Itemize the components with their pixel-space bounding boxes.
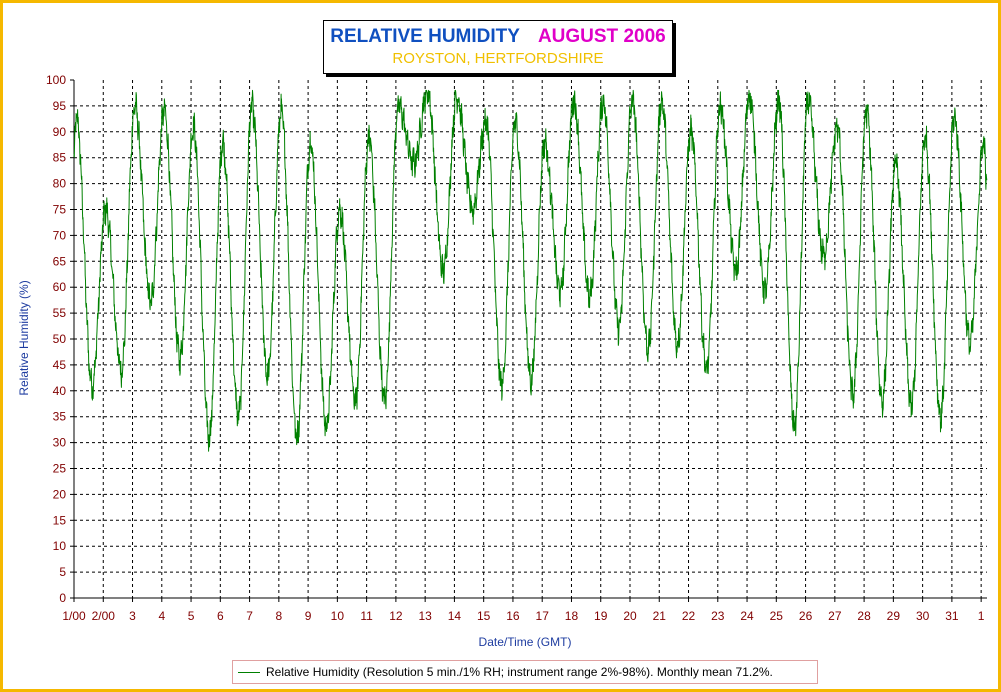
x-tick-label: 27 — [828, 609, 842, 623]
y-tick-label: 50 — [53, 332, 67, 346]
x-tick-label: 12 — [389, 609, 403, 623]
humidity-series-line — [73, 89, 988, 452]
x-tick-label: 1 — [978, 609, 985, 623]
x-tick-label: 2/00 — [92, 609, 116, 623]
y-tick-label: 25 — [53, 462, 67, 476]
chart-title-period: AUGUST 2006 — [537, 26, 666, 47]
x-tick-label: 8 — [275, 609, 282, 623]
x-tick-label: 11 — [360, 609, 373, 623]
x-tick-label: 4 — [158, 609, 165, 623]
y-axis-label: Relative Humidity (%) — [17, 280, 31, 395]
legend-swatch — [238, 671, 260, 673]
x-tick-label: 21 — [653, 609, 667, 623]
x-tick-label: 1/00 — [62, 609, 86, 623]
y-tick-label: 35 — [53, 410, 67, 424]
chart-title-box: RELATIVE HUMIDITY AUGUST 2006 ROYSTON, HE… — [323, 20, 673, 74]
y-tick-label: 0 — [59, 591, 66, 605]
y-tick-label: 90 — [53, 125, 67, 139]
y-tick-label: 80 — [53, 177, 67, 191]
y-tick-label: 75 — [53, 203, 67, 217]
x-tick-label: 13 — [418, 609, 432, 623]
x-tick-label: 30 — [916, 609, 930, 623]
y-tick-label: 100 — [46, 73, 66, 87]
x-tick-label: 26 — [799, 609, 813, 623]
x-tick-label: 24 — [740, 609, 754, 623]
y-tick-label: 20 — [53, 487, 67, 501]
x-tick-label: 9 — [305, 609, 312, 623]
x-tick-label: 15 — [477, 609, 491, 623]
y-tick-label: 60 — [53, 280, 67, 294]
x-tick-label: 19 — [594, 609, 608, 623]
legend: Relative Humidity (Resolution 5 min./1% … — [232, 660, 818, 684]
chart-subtitle: ROYSTON, HERTFORDSHIRE — [392, 50, 604, 67]
y-tick-label: 30 — [53, 436, 67, 450]
x-tick-label: 6 — [217, 609, 224, 623]
x-tick-label: 14 — [448, 609, 462, 623]
grid — [74, 80, 987, 598]
x-tick-label: 31 — [945, 609, 959, 623]
x-axis-label: Date/Time (GMT) — [479, 635, 572, 649]
x-tick-label: 7 — [246, 609, 253, 623]
y-tick-label: 70 — [53, 228, 67, 242]
x-tick-label: 10 — [331, 609, 345, 623]
y-tick-label: 65 — [53, 254, 67, 268]
y-tick-label: 95 — [53, 99, 67, 113]
legend-label: Relative Humidity (Resolution 5 min./1% … — [266, 665, 773, 679]
x-tick-label: 17 — [536, 609, 550, 623]
y-tick-label: 15 — [53, 513, 67, 527]
y-tick-label: 45 — [53, 358, 67, 372]
chart-title: RELATIVE HUMIDITY — [330, 26, 520, 47]
y-tick-label: 85 — [53, 151, 67, 165]
x-tick-label: 23 — [711, 609, 725, 623]
x-tick-label: 5 — [188, 609, 195, 623]
y-tick-label: 10 — [53, 539, 67, 553]
y-tick-label: 55 — [53, 306, 67, 320]
x-tick-label: 20 — [623, 609, 637, 623]
x-tick-label: 3 — [129, 609, 136, 623]
x-tick-label: 28 — [857, 609, 871, 623]
x-tick-label: 29 — [887, 609, 901, 623]
y-tick-label: 5 — [59, 565, 66, 579]
axes: 0510152025303540455055606570758085909510… — [46, 73, 987, 623]
x-tick-label: 22 — [682, 609, 696, 623]
x-tick-label: 25 — [770, 609, 784, 623]
x-tick-label: 18 — [565, 609, 579, 623]
series-layer — [73, 89, 988, 452]
x-tick-label: 16 — [506, 609, 520, 623]
y-tick-label: 40 — [53, 384, 67, 398]
